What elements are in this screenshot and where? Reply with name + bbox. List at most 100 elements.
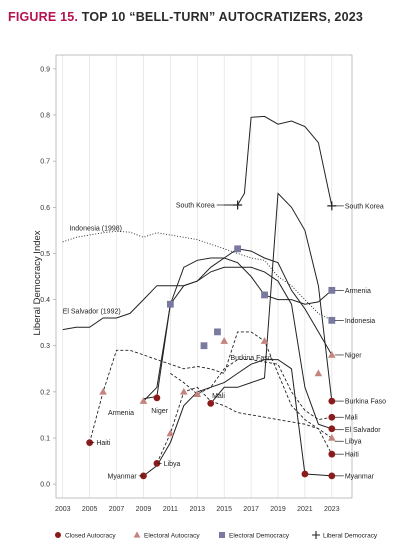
electoral_autocracy-marker [139,397,148,404]
x-tick-label: 2011 [163,506,178,513]
series-start-label: Haiti [96,440,110,447]
legend-label: Liberal Democracy [323,533,378,540]
closed-marker [153,394,161,402]
electoral_democracy-marker [200,342,208,350]
legend-item: Liberal Democracy [312,531,378,540]
x-tick-label: 2023 [324,506,340,513]
series-line [170,359,332,421]
y-tick-label: 0.5 [40,251,50,258]
x-tick-label: 2013 [189,506,205,513]
series-start-label: Armenia [108,410,134,417]
y-tick-label: 0.7 [40,159,50,166]
closed-marker [207,400,215,407]
electoral_autocracy-marker [193,390,202,397]
electoral_autocracy-marker [260,337,269,344]
closed-marker [140,472,147,480]
x-tick-label: 2009 [136,506,152,513]
series-end-label: Indonesia [345,318,375,325]
electoral_democracy-marker [166,300,174,308]
y-tick-label: 0.8 [40,112,50,119]
electoral_democracy-marker [328,316,336,324]
electoral_autocracy-marker [314,369,323,377]
liberal-marker [327,201,337,211]
closed-marker [328,450,336,458]
axes: 2003 2005 2007 2009 2011 2013 2015 2017 2019 2021… [40,54,353,513]
legend-label: Closed Autocracy [65,533,116,540]
series-end-label: Burkina Faso [345,399,386,406]
series-start-label: Niger [151,408,168,415]
x-tick-label: 2003 [55,506,71,513]
series-line [62,266,332,430]
series-end-label: Myanmar [345,473,375,480]
legend-liberal-marker [312,531,320,539]
closed-marker [328,397,336,405]
plot-frame [55,54,353,499]
electoral_democracy-marker [234,245,242,253]
series-line [224,115,333,207]
series-start-label: South Korea [176,202,215,209]
y-axis-label: Liberal Democracy Index [32,230,43,335]
series-line [143,359,332,477]
figure-title-text: TOP 10 “BELL-TURN” AUTOCRATIZERS, 2023 [81,10,364,24]
series-lines [62,115,333,477]
electoral_autocracy-marker [99,387,107,395]
electoral_autocracy-marker [166,429,175,437]
markers [86,200,337,480]
legend: Closed Autocracy Electoral Autocracy Elect… [55,531,378,540]
x-tick-label: 2005 [82,506,98,513]
legend-label: Electoral Autocracy [144,533,200,540]
electoral_autocracy-marker [328,350,336,358]
series-end-label: South Korea [345,203,384,210]
y-tick-label: 0.1 [40,436,50,443]
legend-item: Electoral Democracy [219,532,290,540]
closed-marker [328,425,336,433]
y-tick-label: 0.2 [40,389,50,396]
electoral_democracy-marker [328,286,336,294]
x-tick-label: 2019 [270,506,286,513]
series-line [89,331,333,455]
legend-electoral-democracy-marker [219,532,225,538]
legend-electoral-autocracy-marker [133,531,141,538]
series-line [210,192,333,404]
series-line [62,230,333,321]
closed-marker [328,413,336,421]
series-start-label: Myanmar [108,473,138,480]
legend-label: Electoral Democracy [229,533,290,540]
figure-label: FIGURE 15. [8,10,79,24]
closed-marker [301,470,309,478]
series-line [156,386,333,464]
series-start-label: Mali [212,393,225,400]
legend-item: Electoral Autocracy [133,531,200,540]
electoral_autocracy-marker [328,434,336,441]
x-tick-label: 2021 [297,506,313,513]
electoral_democracy-marker [214,328,221,336]
series-end-label: Mali [345,415,358,422]
x-tick-label: 2017 [243,506,259,513]
electoral_autocracy-marker [180,387,188,395]
series-end-label: El Salvador [345,427,381,434]
legend-closed-marker [55,532,61,538]
series-end-label: Niger [345,352,362,359]
figure-title: FIGURE 15. TOP 10 “BELL-TURN” AUTOCRATIZ… [8,10,363,24]
electoral_democracy-marker [261,291,268,299]
y-tick-label: 0.6 [40,205,50,212]
y-tick-label: 0.3 [40,343,50,350]
y-tick-label: 0.0 [40,482,50,489]
series-start-label: El Salvador (1992) [63,309,121,316]
series-start-label: Indonesia (1998) [69,226,122,233]
series-end-label: Armenia [345,288,371,295]
legend-item: Closed Autocracy [55,532,116,540]
labels: South Korea Indonesia (1998) Armenia Niger E… [63,202,386,480]
electoral_autocracy-marker [220,337,228,344]
series-end-label: Haiti [345,452,359,459]
closed-marker [328,472,336,480]
y-tick-label: 0.4 [40,297,50,304]
grid [62,55,333,498]
series-start-label: Libya [164,461,181,468]
y-tick-label: 0.9 [40,66,50,73]
x-tick-label: 2015 [216,506,232,513]
series-start-label: Burkina Faso [230,355,271,362]
series-end-label: Libya [345,439,362,446]
